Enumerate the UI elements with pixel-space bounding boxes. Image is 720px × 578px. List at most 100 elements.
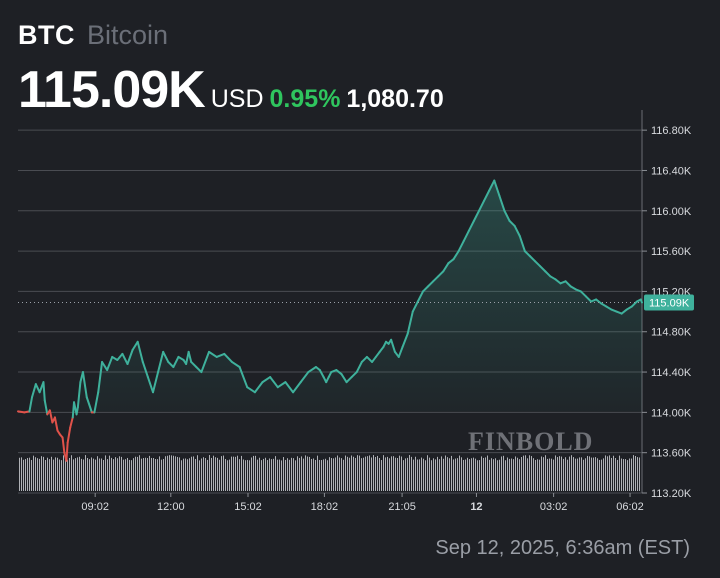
volume-bar <box>219 459 220 491</box>
volume-bar <box>95 459 96 491</box>
price-segment <box>253 381 264 394</box>
volume-bar <box>571 455 572 491</box>
price-segment <box>97 360 104 394</box>
volume-bar <box>115 457 116 491</box>
price-segment <box>28 396 34 413</box>
volume-bar <box>527 458 528 491</box>
volume-bar <box>271 459 272 491</box>
volume-bar <box>241 455 242 491</box>
volume-bar <box>227 460 228 491</box>
volume-bar <box>183 458 184 491</box>
volume-bar <box>359 455 360 491</box>
volume-bar <box>445 455 446 491</box>
volume-bar <box>369 455 370 491</box>
volume-bar <box>441 456 442 491</box>
price-segment <box>477 199 486 212</box>
volume-bar <box>105 455 106 491</box>
price-segment <box>421 285 430 293</box>
volume-bar <box>23 459 24 491</box>
volume-bar <box>361 458 362 491</box>
price-segment <box>284 381 295 394</box>
volume-bar <box>581 457 582 491</box>
y-tick-label: 114.40K <box>651 367 692 379</box>
volume-bar <box>595 457 596 491</box>
volume-bar <box>135 456 136 491</box>
volume-bar <box>511 458 512 491</box>
volume-bar <box>211 457 212 491</box>
volume-bar <box>287 458 288 491</box>
price-segment <box>190 360 198 369</box>
volume-bar <box>83 459 84 491</box>
price-segment <box>639 298 643 304</box>
volume-bar <box>153 458 154 491</box>
volume-bar <box>631 458 632 491</box>
volume-bar <box>235 456 236 491</box>
volume-bar <box>481 456 482 491</box>
price-segment <box>187 350 193 363</box>
price-segment <box>493 179 501 197</box>
volume-bar <box>493 459 494 491</box>
price-segment <box>360 355 368 363</box>
volume-bar <box>559 456 560 491</box>
volume-bar <box>587 455 588 491</box>
volume-bar <box>113 459 114 491</box>
volume-bar <box>327 460 328 491</box>
price-segment <box>457 240 465 253</box>
volume-bar <box>35 457 36 491</box>
volume-bar <box>157 459 158 491</box>
price-segment <box>498 194 506 212</box>
volume-bar <box>53 459 54 491</box>
volume-bar <box>151 457 152 491</box>
volume-bar <box>97 456 98 491</box>
volume-bar <box>165 456 166 491</box>
price-segment <box>208 350 218 358</box>
volume-bar <box>263 458 264 491</box>
price-segment <box>411 300 419 313</box>
volume-bar <box>323 459 324 491</box>
volume-bar <box>561 456 562 491</box>
volume-bar <box>193 456 194 491</box>
volume-bar <box>325 458 326 491</box>
volume-bar <box>21 457 22 491</box>
volume-bar <box>261 460 262 491</box>
price-segment <box>106 355 114 372</box>
volume-bar <box>233 456 234 491</box>
volume-bar <box>103 459 104 491</box>
volume-bar <box>573 457 574 491</box>
volume-bar <box>297 456 298 491</box>
y-tick-label: 116.00K <box>651 206 692 218</box>
price-segment <box>200 350 211 374</box>
price-segment <box>472 209 480 222</box>
volume-bar <box>33 455 34 491</box>
volume-bar <box>353 456 354 491</box>
y-tick-label: 113.20K <box>651 488 692 500</box>
volume-bar <box>371 457 372 491</box>
volume-bar <box>407 457 408 491</box>
price-segment <box>416 290 424 303</box>
price-segment <box>374 350 381 358</box>
volume-bar <box>515 456 516 491</box>
volume-bar <box>237 455 238 491</box>
volume-bar <box>177 456 178 491</box>
price-segment <box>157 350 165 374</box>
volume-bar <box>543 457 544 491</box>
timestamp: Sep 12, 2025, 6:36am (EST) <box>435 537 690 559</box>
price-segment <box>141 360 149 379</box>
volume-bar <box>75 458 76 491</box>
volume-bar <box>545 455 546 491</box>
x-tick-label: 15:02 <box>234 501 262 513</box>
volume-bar <box>375 456 376 491</box>
volume-bar <box>123 459 124 491</box>
volume-bar <box>349 457 350 491</box>
y-tick-label: 114.80K <box>651 327 692 339</box>
price-segment <box>195 366 203 374</box>
price-segment <box>335 369 343 376</box>
volume-bar <box>447 457 448 491</box>
volume-bar <box>51 456 52 491</box>
volume-bar <box>431 460 432 491</box>
volume-bar <box>519 459 520 491</box>
volume-bar <box>597 458 598 491</box>
price-segment <box>136 340 144 363</box>
volume-bar <box>319 459 320 491</box>
price-segment <box>131 340 139 351</box>
